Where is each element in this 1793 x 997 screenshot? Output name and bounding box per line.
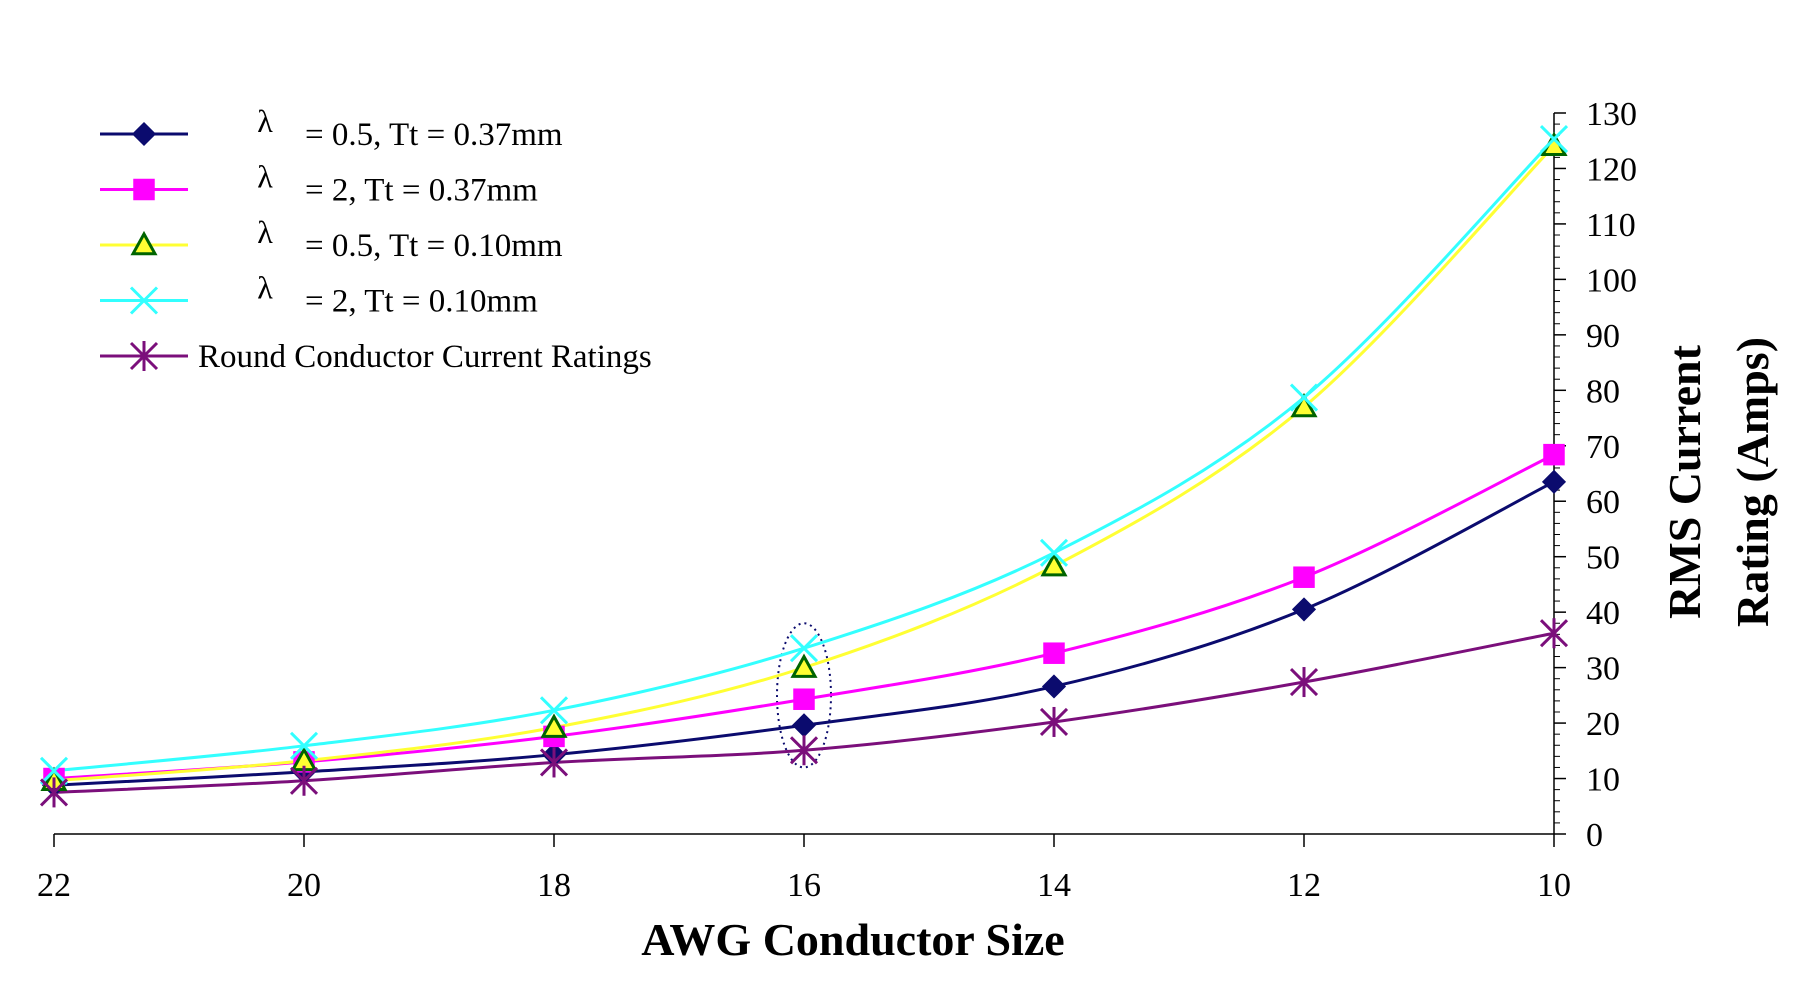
y-tick-label: 30 xyxy=(1586,651,1620,688)
data-point-series-5 xyxy=(1039,706,1069,737)
legend-label: Round Conductor Current Ratings xyxy=(198,339,652,375)
legend-item-1: λ = 0.5, Tt = 0.37mm xyxy=(100,103,563,153)
data-point-series-1 xyxy=(1291,597,1317,622)
legend-marker xyxy=(130,230,158,256)
legend-lambda-symbol: λ xyxy=(257,270,273,306)
data-point-series-3 xyxy=(790,653,818,678)
series-line-3 xyxy=(53,144,1556,783)
data-point-series-3 xyxy=(1290,392,1318,418)
legend-item-3: λ = 0.5, Tt = 0.10mm xyxy=(100,214,563,264)
chart-series-markers xyxy=(39,125,1569,808)
legend-marker xyxy=(129,286,159,315)
legend-label: = 2, Tt = 0.37mm xyxy=(305,173,538,209)
data-point-series-5 xyxy=(789,735,819,766)
legend-lambda-symbol: λ xyxy=(257,159,273,195)
legend-label: = 0.5, Tt = 0.10mm xyxy=(305,228,563,264)
legend-marker xyxy=(133,178,155,201)
y-tick-label: 60 xyxy=(1586,484,1620,521)
chart-axes: 22 20 18 16 14 12 1001020304050607080901001101… xyxy=(37,96,1637,904)
legend-lambda-symbol: λ xyxy=(257,103,273,139)
data-point-series-5 xyxy=(1289,667,1319,698)
legend-lambda-symbol: λ xyxy=(257,214,273,250)
x-tick-label: 20 xyxy=(287,867,321,904)
x-tick-label: 12 xyxy=(1287,867,1321,904)
y-tick-label: 50 xyxy=(1586,540,1620,577)
y-tick-label: 90 xyxy=(1586,318,1620,355)
data-point-series-2 xyxy=(1543,443,1565,466)
data-point-series-5 xyxy=(539,747,569,778)
y-tick-label: 120 xyxy=(1586,151,1637,188)
data-point-series-4 xyxy=(539,696,569,725)
y-axis-title-line-2: Rating (Amps) xyxy=(1727,337,1778,627)
data-point-series-4 xyxy=(289,731,319,760)
legend-marker xyxy=(131,121,157,147)
data-point-series-5 xyxy=(1539,618,1569,649)
legend-item-5: Round Conductor Current Ratings xyxy=(100,339,652,375)
y-tick-label: 110 xyxy=(1586,207,1636,244)
y-tick-label: 130 xyxy=(1586,96,1637,133)
legend-item-2: λ = 2, Tt = 0.37mm xyxy=(100,159,538,209)
legend-label: = 0.5, Tt = 0.37mm xyxy=(305,117,563,153)
x-axis-title: AWG Conductor Size xyxy=(641,914,1064,965)
y-tick-label: 40 xyxy=(1586,595,1620,632)
chart-legend: λ = 0.5, Tt = 0.37mm λ = 2, Tt = 0.37mm λ = 0… xyxy=(100,103,652,375)
y-tick-label: 20 xyxy=(1586,706,1620,743)
data-point-series-4 xyxy=(1289,383,1319,412)
legend-item-4: λ = 2, Tt = 0.10mm xyxy=(100,270,538,320)
y-tick-label: 0 xyxy=(1586,817,1603,854)
x-tick-label: 16 xyxy=(787,867,821,904)
x-tick-label: 10 xyxy=(1537,867,1571,904)
y-axis-title-line-1: RMS Current xyxy=(1659,344,1710,619)
legend-label: = 2, Tt = 0.10mm xyxy=(305,284,538,320)
data-point-series-4 xyxy=(1539,125,1569,154)
data-point-series-1 xyxy=(1541,469,1567,494)
data-point-series-3 xyxy=(1040,552,1068,577)
y-tick-label: 100 xyxy=(1586,262,1637,299)
data-point-series-4 xyxy=(1039,538,1069,567)
data-point-series-1 xyxy=(791,713,817,738)
data-point-series-2 xyxy=(1293,566,1315,588)
data-point-series-3 xyxy=(540,713,568,738)
legend-marker xyxy=(129,341,159,371)
y-tick-label: 10 xyxy=(1586,762,1620,799)
data-point-series-4 xyxy=(789,634,819,663)
x-tick-label: 14 xyxy=(1037,867,1071,904)
data-point-series-1 xyxy=(1041,674,1067,699)
data-point-series-5 xyxy=(289,765,319,796)
y-tick-label: 80 xyxy=(1586,373,1620,410)
y-tick-label: 70 xyxy=(1586,429,1620,466)
data-point-series-2 xyxy=(793,688,815,710)
data-point-series-4 xyxy=(39,756,69,785)
data-point-series-2 xyxy=(1043,642,1065,664)
x-tick-label: 18 xyxy=(537,867,571,904)
x-tick-label: 22 xyxy=(37,867,71,904)
data-point-series-5 xyxy=(39,777,69,808)
